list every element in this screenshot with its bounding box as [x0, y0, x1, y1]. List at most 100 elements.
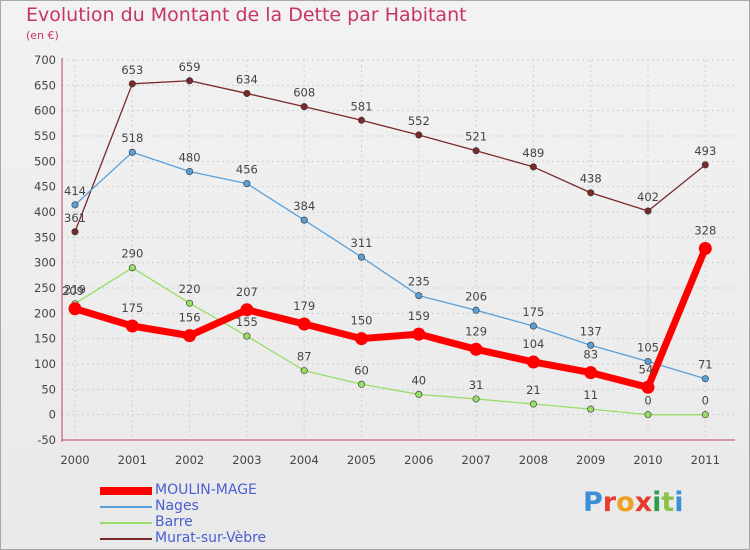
data-point [698, 241, 712, 255]
data-point [128, 264, 136, 272]
data-point [472, 147, 480, 155]
data-point [183, 329, 197, 343]
data-point [587, 341, 595, 349]
data-label: 384 [293, 199, 315, 213]
y-tick-label: 0 [49, 408, 56, 422]
data-point [587, 405, 595, 413]
data-point [701, 161, 709, 169]
y-tick-label: 450 [34, 180, 56, 194]
data-label: 11 [583, 388, 598, 402]
data-point [71, 201, 79, 209]
data-label: 87 [297, 350, 312, 364]
logo-letter: x [634, 487, 653, 518]
data-label: 634 [236, 72, 258, 86]
x-tick-label: 2010 [633, 453, 662, 467]
x-tick-label: 2000 [60, 453, 89, 467]
y-tick-label: 650 [34, 78, 56, 92]
data-label: 328 [694, 223, 716, 237]
data-point [644, 411, 652, 419]
data-label: 361 [64, 211, 86, 225]
data-label: 456 [236, 163, 258, 177]
data-label: 608 [293, 86, 315, 100]
data-label: 155 [236, 315, 258, 329]
proxiti-logo: Proxiti [583, 487, 684, 518]
y-tick-label: 200 [34, 306, 56, 320]
data-point [355, 332, 368, 346]
data-label: 175 [121, 301, 143, 315]
data-label: 71 [698, 358, 713, 372]
data-label: 402 [637, 190, 659, 204]
data-point [357, 253, 365, 261]
data-label: 219 [64, 283, 86, 297]
data-point [529, 322, 537, 330]
data-label: 480 [179, 150, 201, 164]
legend-label: Nages [155, 498, 199, 514]
data-point [243, 332, 251, 340]
data-point [243, 180, 251, 188]
logo-letter: o [616, 487, 635, 518]
logo-letter: r [602, 487, 617, 518]
legend-swatch [100, 487, 152, 495]
x-tick-label: 2003 [232, 453, 261, 467]
x-tick-label: 2005 [347, 453, 376, 467]
legend-label: MOULIN-MAGE [155, 482, 257, 498]
data-point [529, 163, 537, 171]
data-label: 581 [351, 99, 373, 113]
logo-letter: i [652, 487, 662, 518]
y-tick-label: 600 [34, 104, 56, 118]
series-line [74, 80, 706, 233]
data-point [300, 103, 308, 111]
data-label: 156 [179, 311, 201, 325]
data-label: 60 [354, 363, 369, 377]
data-label: 31 [469, 378, 484, 392]
data-label: 21 [526, 383, 541, 397]
y-tick-label: 400 [34, 205, 56, 219]
x-tick-label: 2006 [404, 453, 433, 467]
data-label: 175 [522, 305, 544, 319]
data-point [186, 77, 194, 85]
y-tick-label: 50 [41, 382, 56, 396]
chart-subtitle: (en €) [26, 29, 59, 42]
data-point [300, 367, 308, 375]
data-point [415, 390, 423, 398]
series-line [74, 151, 706, 380]
data-label: 83 [583, 348, 598, 362]
data-label: 150 [351, 314, 373, 328]
data-label: 552 [408, 114, 430, 128]
y-tick-label: 700 [34, 53, 56, 67]
data-point [68, 302, 82, 316]
x-tick-label: 2001 [118, 453, 147, 467]
data-point [415, 292, 423, 300]
series-line [74, 267, 706, 416]
y-tick-label: 500 [34, 154, 56, 168]
data-label: 290 [121, 247, 143, 261]
data-label: 105 [637, 340, 659, 354]
data-point [701, 411, 709, 419]
data-point [186, 299, 194, 307]
data-label: 311 [351, 236, 373, 250]
data-label: 137 [580, 324, 602, 338]
data-point [243, 89, 251, 97]
data-label: 220 [179, 282, 201, 296]
x-tick-label: 2002 [175, 453, 204, 467]
data-point [587, 189, 595, 197]
data-label: 235 [408, 275, 430, 289]
data-label: 40 [411, 373, 426, 387]
data-label: 438 [580, 172, 602, 186]
data-label: 129 [465, 324, 487, 338]
data-label: 659 [179, 60, 201, 74]
data-point [412, 327, 426, 341]
y-tick-label: 550 [34, 129, 56, 143]
y-tick-label: 250 [34, 281, 56, 295]
data-label: 0 [702, 394, 709, 408]
data-point [357, 116, 365, 124]
x-tick-label: 2004 [290, 453, 319, 467]
data-label: 209 [62, 284, 84, 298]
data-point [125, 319, 139, 333]
data-point [297, 317, 311, 331]
series-line [71, 244, 709, 391]
data-point [584, 366, 598, 380]
y-tick-label: 150 [34, 332, 56, 346]
y-tick-label: 350 [34, 230, 56, 244]
